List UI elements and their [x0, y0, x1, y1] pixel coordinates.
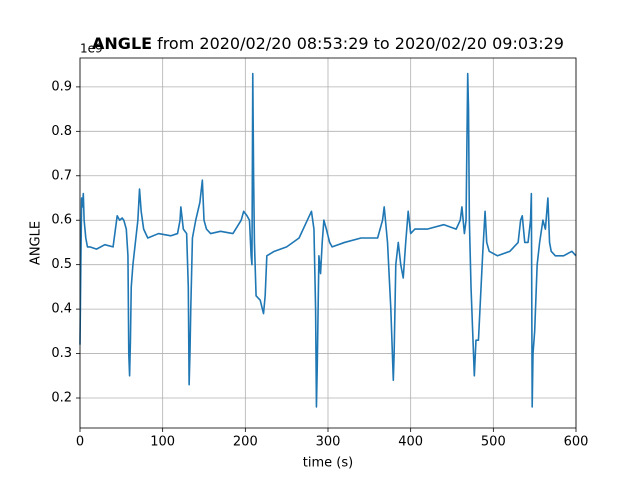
- y-tick-label: 0.4: [51, 302, 72, 317]
- y-tick-label: 0.6: [51, 213, 72, 228]
- x-tick-label: 500: [481, 435, 506, 450]
- y-tick-label: 0.2: [51, 391, 72, 406]
- y-tick-label: 0.5: [51, 257, 72, 272]
- x-tick-label: 0: [76, 435, 84, 450]
- title-bold: ANGLE: [92, 34, 152, 53]
- title-rest: from 2020/02/20 08:53:29 to 2020/02/20 0…: [157, 34, 564, 53]
- y-tick-label: 0.3: [51, 346, 72, 361]
- x-tick-label: 600: [564, 435, 589, 450]
- plot-frame: [79, 57, 577, 429]
- x-tick-label: 300: [316, 435, 341, 450]
- x-tick-label: 200: [233, 435, 258, 450]
- x-axis-label: time (s): [303, 456, 353, 471]
- y-tick-label: 0.7: [51, 168, 72, 183]
- chart-title: ANGLE from 2020/02/20 08:53:29 to 2020/02…: [92, 34, 564, 53]
- offset-text: 1e9: [80, 42, 103, 56]
- y-tick-label: 0.8: [51, 124, 72, 139]
- x-tick-label: 400: [398, 435, 423, 450]
- y-tick-label: 0.9: [51, 79, 72, 94]
- data-line: [79, 72, 577, 408]
- y-axis-label: ANGLE: [29, 221, 44, 265]
- x-tick-label: 100: [150, 435, 175, 450]
